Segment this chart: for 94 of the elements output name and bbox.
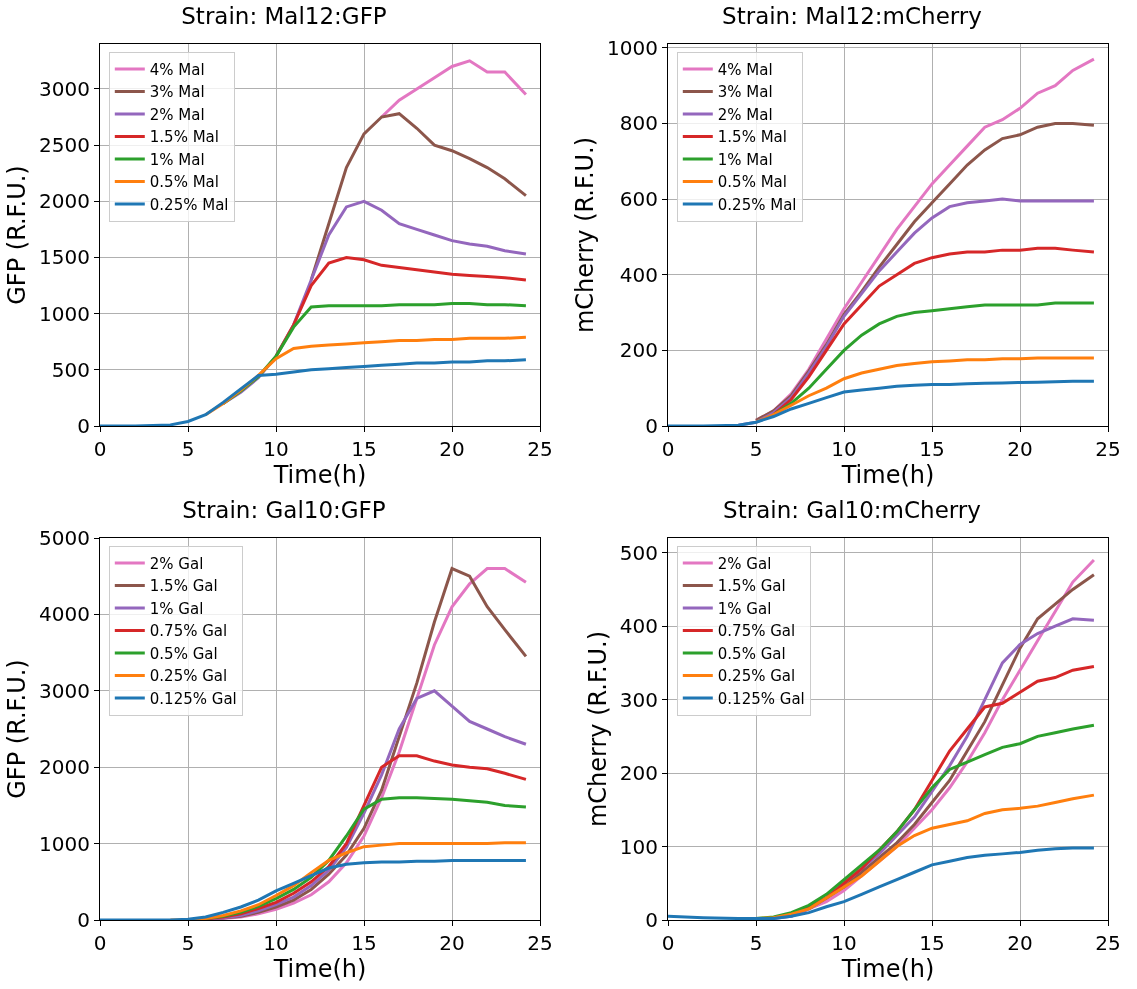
legend-label: 0.125% Gal bbox=[149, 689, 237, 708]
y-tick-label: 2500 bbox=[39, 133, 90, 158]
chart-title: Strain: Gal10:mCherry bbox=[723, 496, 981, 523]
y-axis-title: GFP (R.F.U.) bbox=[3, 659, 32, 799]
y-tick-label: 2000 bbox=[39, 189, 90, 214]
legend-label: 1.5% Gal bbox=[717, 577, 786, 596]
legend-label: 1% Gal bbox=[717, 599, 772, 618]
y-tick-label: 1000 bbox=[39, 831, 90, 856]
legend-label: 1.5% Mal bbox=[149, 128, 219, 147]
line-series bbox=[668, 379, 1096, 426]
y-tick-label: 2000 bbox=[39, 755, 90, 780]
x-tick-label: 10 bbox=[831, 931, 857, 955]
y-tick-label: 5000 bbox=[39, 526, 90, 550]
x-tick-label: 0 bbox=[93, 931, 107, 955]
x-tick-label: 20 bbox=[439, 437, 465, 461]
y-tick-label: 1000 bbox=[607, 35, 658, 60]
legend-label: 2% Gal bbox=[149, 554, 204, 573]
y-tick-label: 3000 bbox=[39, 76, 90, 101]
legend-label: 3% Mal bbox=[717, 83, 773, 102]
x-tick-label: 10 bbox=[263, 931, 289, 955]
legend-label: 1% Gal bbox=[149, 599, 204, 618]
legend-label: 0.125% Gal bbox=[717, 689, 805, 708]
legend-label: 0.25% Gal bbox=[717, 667, 796, 686]
x-tick-label: 5 bbox=[749, 931, 763, 955]
x-tick-label: 25 bbox=[1095, 931, 1121, 955]
y-tick-label: 0 bbox=[645, 414, 658, 438]
y-tick-label: 1500 bbox=[39, 245, 90, 270]
legend-label: 0.5% Mal bbox=[717, 173, 787, 192]
x-tick-label: 15 bbox=[351, 437, 377, 461]
x-tick-label: 25 bbox=[527, 437, 553, 461]
legend-label: 0.5% Gal bbox=[149, 644, 218, 663]
x-tick-label: 5 bbox=[181, 437, 195, 461]
chart-title: Strain: Mal12:mCherry bbox=[722, 2, 982, 29]
legend-label: 4% Mal bbox=[149, 60, 205, 79]
x-tick-label: 0 bbox=[661, 437, 675, 461]
x-tick-label: 20 bbox=[1007, 437, 1033, 461]
line-series bbox=[380, 59, 528, 119]
y-tick-label: 500 bbox=[51, 357, 90, 382]
x-tick-label: 5 bbox=[181, 931, 195, 955]
legend-label: 2% Gal bbox=[717, 554, 772, 573]
x-tick-label: 20 bbox=[1007, 931, 1033, 955]
x-tick-label: 5 bbox=[749, 437, 763, 461]
x-tick-label: 0 bbox=[93, 437, 107, 461]
legend-label: 0.75% Gal bbox=[717, 622, 796, 641]
legend-label: 1.5% Mal bbox=[717, 128, 787, 147]
y-tick-label: 500 bbox=[619, 540, 658, 565]
legend-label: 0.25% Gal bbox=[149, 667, 228, 686]
y-tick-label: 200 bbox=[619, 338, 658, 363]
x-axis-title: Time(h) bbox=[840, 955, 935, 983]
y-tick-label: 0 bbox=[77, 414, 90, 438]
x-tick-label: 0 bbox=[661, 931, 675, 955]
x-tick-label: 20 bbox=[439, 931, 465, 955]
x-tick-label: 15 bbox=[919, 437, 945, 461]
y-tick-label: 400 bbox=[619, 614, 658, 639]
y-axis-title: mCherry (R.F.U.) bbox=[571, 136, 600, 334]
line-series bbox=[100, 858, 528, 920]
x-tick-label: 15 bbox=[919, 931, 945, 955]
legend-label: 1% Mal bbox=[149, 150, 205, 169]
y-tick-label: 3000 bbox=[39, 678, 90, 703]
y-tick-label: 300 bbox=[619, 687, 658, 712]
y-tick-label: 400 bbox=[619, 262, 658, 287]
legend-label: 0.5% Mal bbox=[149, 173, 219, 192]
chart-title: Strain: Mal12:GFP bbox=[181, 2, 387, 29]
x-tick-label: 15 bbox=[351, 931, 377, 955]
x-tick-label: 25 bbox=[527, 931, 553, 955]
x-tick-label: 10 bbox=[263, 437, 289, 461]
legend-label: 0.25% Mal bbox=[717, 195, 797, 214]
legend-label: 1% Mal bbox=[717, 150, 773, 169]
y-tick-label: 600 bbox=[619, 187, 658, 212]
legend-label: 2% Mal bbox=[149, 105, 205, 124]
y-tick-label: 100 bbox=[619, 834, 658, 859]
x-tick-label: 25 bbox=[1095, 437, 1121, 461]
y-axis-title: GFP (R.F.U.) bbox=[3, 165, 32, 305]
y-tick-label: 800 bbox=[619, 111, 658, 136]
y-tick-label: 4000 bbox=[39, 602, 90, 627]
legend-label: 0.75% Gal bbox=[149, 622, 228, 641]
legend-label: 0.5% Gal bbox=[717, 644, 786, 663]
y-tick-label: 0 bbox=[77, 908, 90, 932]
x-axis-title: Time(h) bbox=[272, 461, 367, 489]
x-axis-title: Time(h) bbox=[272, 955, 367, 983]
legend-label: 2% Mal bbox=[717, 105, 773, 124]
line-series bbox=[668, 846, 1096, 920]
y-axis-title: mCherry (R.F.U.) bbox=[583, 630, 612, 828]
x-tick-label: 10 bbox=[831, 437, 857, 461]
y-tick-label: 1000 bbox=[39, 301, 90, 326]
line-series bbox=[100, 358, 528, 426]
y-tick-label: 200 bbox=[619, 761, 658, 786]
legend-label: 4% Mal bbox=[717, 60, 773, 79]
x-axis-title: Time(h) bbox=[840, 461, 935, 489]
y-tick-label: 0 bbox=[645, 908, 658, 932]
legend-label: 3% Mal bbox=[149, 83, 205, 102]
legend-label: 1.5% Gal bbox=[149, 577, 218, 596]
legend-label: 0.25% Mal bbox=[149, 195, 229, 214]
chart-title: Strain: Gal10:GFP bbox=[182, 496, 386, 523]
